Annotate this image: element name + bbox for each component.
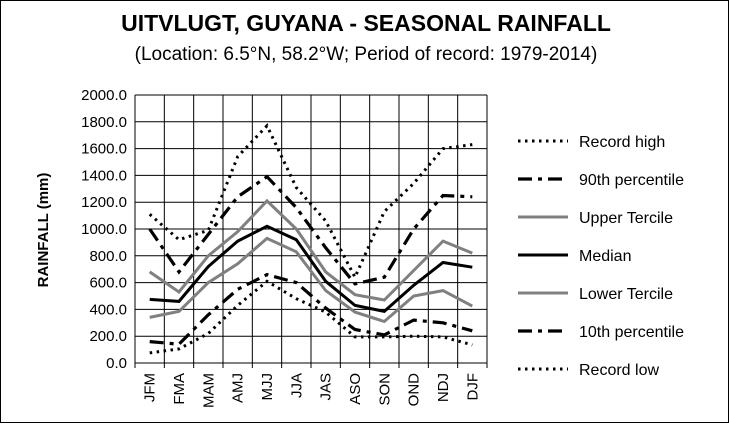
x-tick-label: ASO — [347, 373, 364, 405]
y-tick-label: 1000.0 — [81, 221, 127, 238]
y-tick-label: 200.0 — [89, 328, 127, 345]
legend-label: Upper Tercile — [579, 210, 673, 227]
series-line-lower-tercile — [149, 236, 474, 324]
x-tick-label: SON — [376, 373, 393, 406]
y-tick-label: 800.0 — [89, 248, 127, 265]
series-line-median — [149, 224, 473, 314]
y-tick-label: 600.0 — [89, 275, 127, 292]
x-tick-label: FMA — [171, 373, 188, 405]
legend-label: Median — [579, 248, 631, 265]
tick-labels: 2000.0 1800.0 1600.0 1400.0 1200.0 1000.0 800.… — [81, 87, 481, 408]
series-line-90th-percentile — [148, 174, 473, 286]
series-line-record-low — [149, 279, 473, 355]
series-line-upper-tercile — [148, 198, 473, 302]
series-line-record-high — [148, 123, 473, 281]
x-tick-label: MJJ — [259, 373, 276, 401]
legend: Record high 90th percentile Upper Tercile M… — [518, 134, 684, 379]
y-tick-label: 1600.0 — [81, 141, 127, 158]
y-axis-label: RAINFALL (mm) — [35, 173, 52, 288]
legend-label: Record low — [579, 362, 659, 379]
legend-label: 10th percentile — [579, 324, 684, 341]
x-tick-label: DJF — [464, 373, 481, 401]
x-tick-label: NDJ — [435, 373, 452, 402]
axes — [134, 363, 488, 368]
x-tick-label: MAM — [200, 373, 217, 408]
chart-subtitle: (Location: 6.5°N, 58.2°W; Period of reco… — [135, 44, 598, 65]
y-tick-label: 1200.0 — [81, 194, 127, 211]
x-tick-label: JJA — [288, 373, 305, 398]
y-tick-label: 1800.0 — [81, 114, 127, 131]
legend-label: Lower Tercile — [579, 286, 673, 303]
legend-label: 90th percentile — [579, 172, 684, 189]
series-line-10th-percentile — [149, 272, 473, 346]
x-tick-label: JAS — [318, 373, 335, 401]
series-lines — [148, 123, 474, 355]
chart-title: UITVLUGT, GUYANA - SEASONAL RAINFALL — [121, 10, 611, 36]
y-tick-label: 1400.0 — [81, 167, 127, 184]
x-tick-label: JFM — [142, 373, 159, 402]
x-tick-label: AMJ — [230, 373, 247, 403]
legend-label: Record high — [579, 134, 665, 151]
x-tick-label: OND — [406, 373, 423, 407]
y-tick-label: 2000.0 — [81, 87, 127, 104]
y-tick-label: 400.0 — [89, 301, 127, 318]
y-tick-label: 0.0 — [106, 355, 127, 372]
